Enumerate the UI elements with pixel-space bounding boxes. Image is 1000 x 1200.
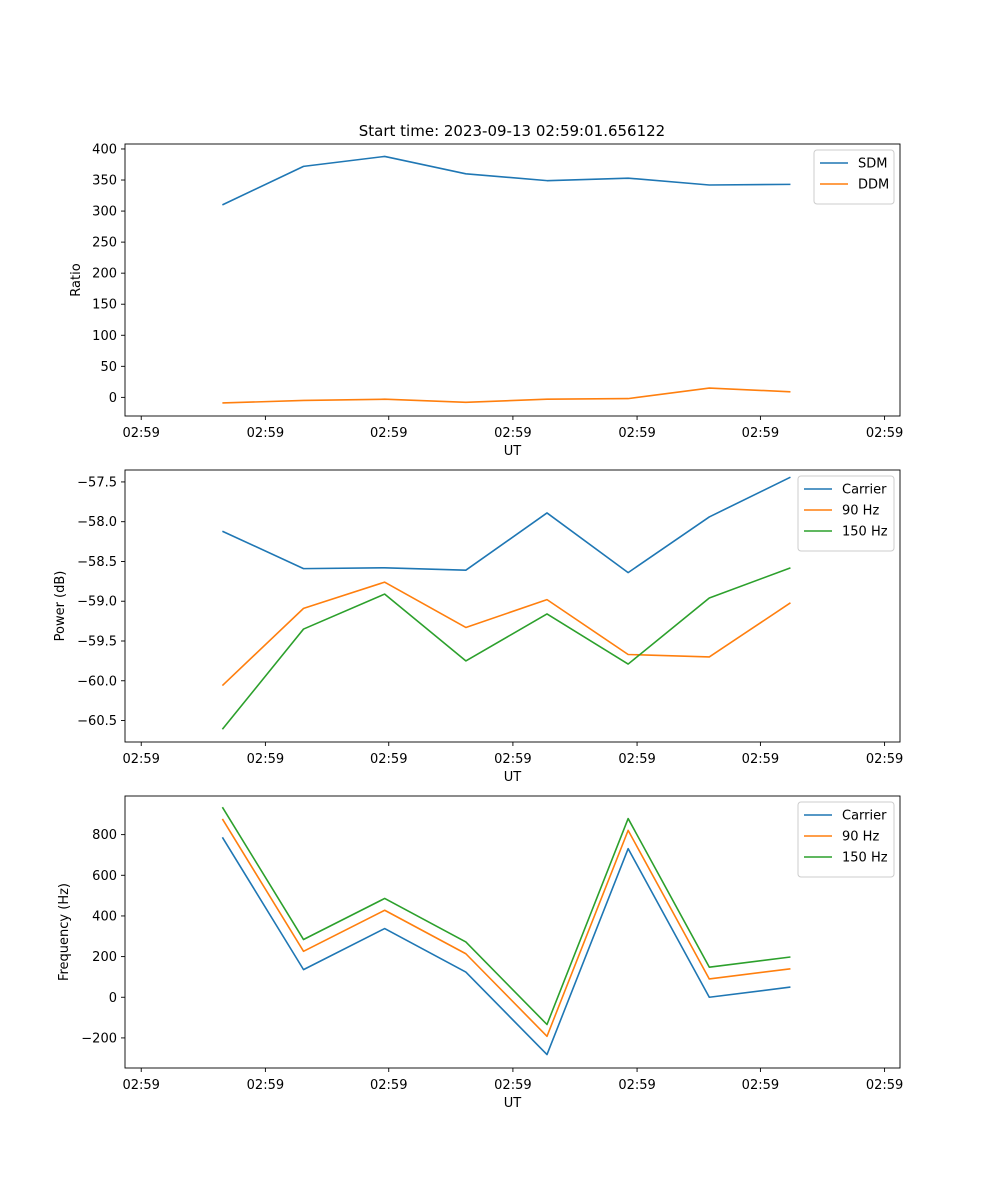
y-tick-label: 100: [92, 329, 117, 344]
legend-label: Carrier: [842, 483, 887, 498]
x-tick-label: 02:59: [370, 426, 407, 441]
x-tick-label: 02:59: [866, 1078, 903, 1093]
y-tick-label: 800: [92, 828, 117, 843]
y-axis-label: Frequency (Hz): [57, 883, 72, 981]
y-axis-label: Power (dB): [53, 571, 68, 642]
x-tick-label: 02:59: [370, 752, 407, 767]
x-tick-label: 02:59: [122, 752, 159, 767]
series-line-90-hz: [221, 818, 791, 1038]
x-tick-label: 02:59: [122, 426, 159, 441]
series-line-sdm: [222, 155, 791, 206]
legend-label: DDM: [858, 178, 889, 193]
y-tick-label: 400: [92, 142, 117, 157]
legend-label: 150 Hz: [842, 525, 888, 540]
x-tick-label: 02:59: [494, 752, 531, 767]
series-line-carrier: [222, 476, 791, 574]
panel-3: 02:59 02:59 02:59 02:59 02:59 02:59 02:59 −200 0…: [57, 795, 903, 1111]
legend-box: [797, 801, 895, 878]
legend-label: Carrier: [842, 809, 887, 824]
x-tick-label: 02:59: [494, 1078, 531, 1093]
x-tick-label: 02:59: [742, 752, 779, 767]
y-tick-label: 300: [92, 205, 117, 220]
y-tick-label: 50: [100, 360, 117, 375]
legend-label: SDM: [858, 157, 887, 172]
legend: Carrier 90 Hz 150 Hz: [797, 801, 895, 878]
x-axis-label: UT: [504, 770, 522, 785]
x-tick-label: 02:59: [494, 426, 531, 441]
x-tick-label: 02:59: [618, 752, 655, 767]
legend-label: 90 Hz: [842, 504, 879, 519]
panel-1: 02:59 02:59 02:59 02:59 02:59 02:59 02:59 0 50 10…: [69, 142, 903, 459]
x-axis-label: UT: [504, 444, 522, 459]
y-tick-label: −60.0: [77, 674, 117, 689]
legend-label: 150 Hz: [842, 851, 888, 866]
y-tick-label: 0: [109, 391, 117, 406]
x-tick-label: 02:59: [742, 426, 779, 441]
x-tick-label: 02:59: [618, 1078, 655, 1093]
x-tick-label: 02:59: [122, 1078, 159, 1093]
y-tick-label: −59.5: [77, 634, 117, 649]
series-line-carrier: [221, 836, 791, 1056]
series-line-150-hz: [221, 806, 791, 1026]
x-tick-label: 02:59: [618, 426, 655, 441]
y-axis-label: Ratio: [69, 263, 84, 296]
y-tick-label: 200: [92, 267, 117, 282]
y-tick-label: 150: [92, 298, 117, 313]
series-line-ddm: [222, 387, 791, 404]
y-tick-label: 250: [92, 236, 117, 251]
x-axis-label: UT: [504, 1096, 522, 1111]
y-tick-label: −200: [81, 1031, 117, 1046]
y-tick-label: −58.0: [77, 515, 117, 530]
x-tick-label: 02:59: [866, 752, 903, 767]
y-tick-label: 350: [92, 174, 117, 189]
y-tick-label: −58.5: [77, 555, 117, 570]
legend-label: 90 Hz: [842, 830, 879, 845]
x-tick-label: 02:59: [247, 426, 284, 441]
y-tick-label: −60.5: [77, 714, 117, 729]
legend: Carrier 90 Hz 150 Hz: [797, 475, 895, 552]
y-tick-label: −57.5: [77, 475, 117, 490]
y-tick-label: 0: [109, 991, 117, 1006]
legend-box: [797, 475, 895, 552]
series-line-90-hz: [221, 581, 791, 687]
y-tick-label: 400: [92, 909, 117, 924]
y-tick-label: −59.0: [77, 595, 117, 610]
x-tick-label: 02:59: [742, 1078, 779, 1093]
x-tick-label: 02:59: [247, 752, 284, 767]
y-tick-label: 600: [92, 869, 117, 884]
y-tick-label: 200: [92, 950, 117, 965]
x-tick-label: 02:59: [866, 426, 903, 441]
series-line-150-hz: [221, 567, 791, 730]
chart-panels: 02:59 02:59 02:59 02:59 02:59 02:59 02:59 0 50 10…: [53, 142, 903, 1111]
figure-title: Start time: 2023-09-13 02:59:01.656122: [359, 122, 665, 140]
panel-2: 02:59 02:59 02:59 02:59 02:59 02:59 02:59 −60.5…: [53, 469, 903, 785]
legend: SDM DDM: [813, 149, 895, 205]
x-tick-label: 02:59: [370, 1078, 407, 1093]
x-tick-label: 02:59: [247, 1078, 284, 1093]
